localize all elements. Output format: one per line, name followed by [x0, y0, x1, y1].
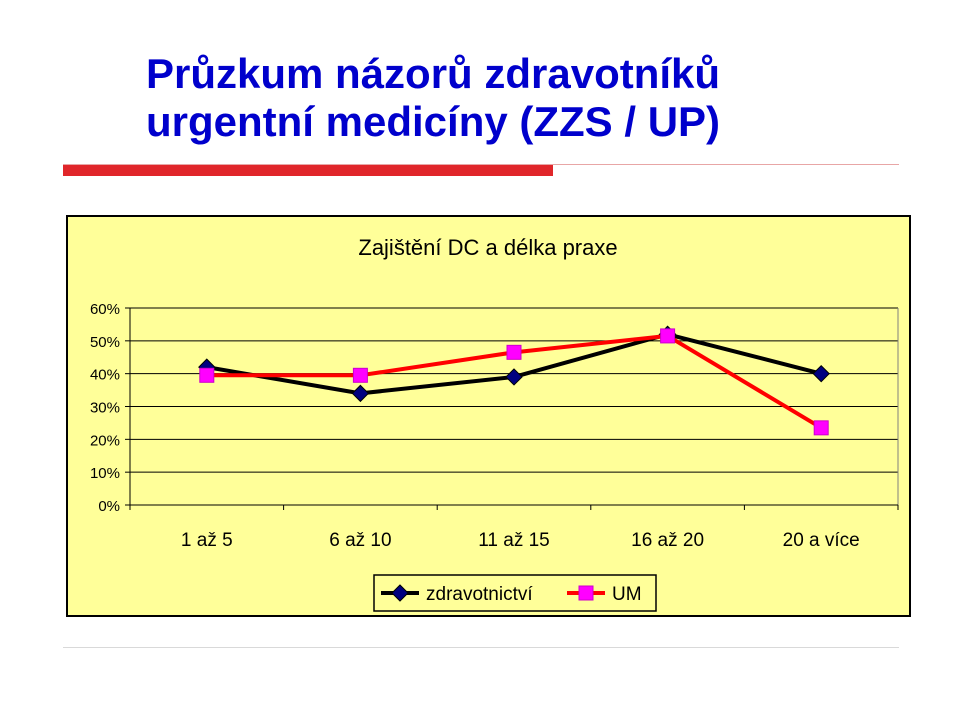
- legend-label-zdravotnictvi: zdravotnictví: [426, 584, 533, 605]
- slide-title-line-2: urgentní medicíny (ZZS / UP): [146, 98, 721, 145]
- x-tick-label: 6 až 10: [329, 530, 391, 551]
- legend-label-um: UM: [612, 584, 642, 605]
- x-tick-label: 1 až 5: [181, 530, 233, 551]
- x-tick-label: 20 a více: [783, 530, 860, 551]
- title-divider-accent: [63, 165, 553, 176]
- x-tick-label: 11 až 15: [478, 530, 549, 551]
- gridlines: [130, 307, 898, 473]
- y-tick-label: 50%: [90, 334, 120, 351]
- chart-title: Zajištění DC a délka praxe: [358, 235, 617, 260]
- legend-swatch-marker-zdravotnictvi: [391, 584, 409, 602]
- chart-area: [66, 215, 911, 617]
- y-tick-label: 20%: [90, 432, 120, 449]
- legend-swatch-marker-um: [578, 585, 594, 601]
- legend-box: [373, 574, 657, 612]
- slide-title: Průzkum názorů zdravotníků urgentní medi…: [146, 50, 936, 146]
- data-point-um: [813, 420, 829, 436]
- slide-title-line-1: Průzkum názorů zdravotníků: [146, 50, 721, 97]
- series: [198, 325, 830, 436]
- data-point-zdravotnictvi: [351, 384, 370, 403]
- legend: zdravotnictví UM: [373, 574, 657, 612]
- axes: 0% 10% 20% 30% 40% 50% 60% 1 až 5 6 až 10 11 až 1…: [90, 301, 899, 551]
- y-tick-label: 60%: [90, 301, 120, 318]
- y-tick-label: 30%: [90, 400, 120, 417]
- data-point-um: [352, 367, 368, 383]
- y-tick-label: 40%: [90, 367, 120, 384]
- data-point-um: [199, 367, 215, 383]
- data-point-um: [506, 344, 522, 360]
- title-divider-thin: [63, 164, 899, 165]
- data-point-zdravotnictvi: [812, 364, 830, 383]
- footer-divider: [63, 647, 899, 648]
- x-tick-label: 16 až 20: [631, 530, 704, 551]
- y-tick-label: 0%: [98, 498, 120, 515]
- data-point-um: [660, 328, 676, 344]
- data-point-zdravotnictvi: [505, 368, 523, 386]
- y-tick-label: 10%: [90, 465, 120, 482]
